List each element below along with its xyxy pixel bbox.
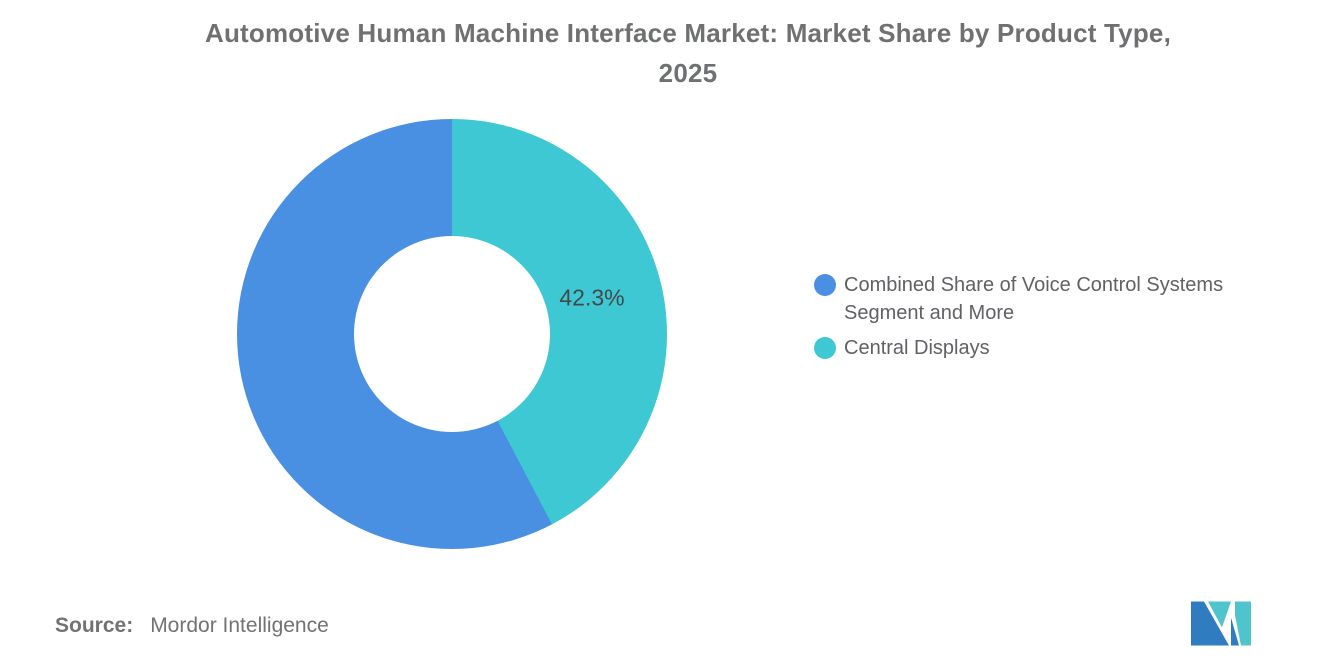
logo-shape-teal-bar bbox=[1235, 601, 1251, 646]
source-prefix: Source: bbox=[55, 614, 134, 637]
donut-chart-area: 42.3% bbox=[237, 119, 667, 549]
legend-item-voice-control: Combined Share of Voice Control Systems … bbox=[814, 271, 1276, 327]
legend-label-central-displays: Central Displays bbox=[844, 337, 990, 359]
logo-shape-teal-triangle bbox=[1208, 601, 1231, 628]
legend-label-voice-control: Combined Share of Voice Control Systems … bbox=[844, 274, 1224, 324]
legend-dot-blue-icon bbox=[814, 274, 836, 296]
source-attribution: Source: Mordor Intelligence bbox=[55, 614, 329, 638]
logo-shape-blue-triangle bbox=[1231, 617, 1239, 646]
chart-title-line2: 2025 bbox=[658, 58, 718, 88]
legend: Combined Share of Voice Control Systems … bbox=[814, 271, 1276, 362]
chart-title: Automotive Human Machine Interface Marke… bbox=[0, 13, 1320, 93]
chart-title-line1: Automotive Human Machine Interface Marke… bbox=[204, 18, 1172, 48]
central-displays-data-label: 42.3% bbox=[559, 284, 625, 311]
mordor-intelligence-logo bbox=[1191, 601, 1251, 646]
source-name: Mordor Intelligence bbox=[150, 614, 329, 637]
donut-hole bbox=[354, 236, 550, 432]
legend-dot-teal-icon bbox=[814, 337, 836, 359]
legend-item-central-displays: Central Displays bbox=[814, 334, 1276, 362]
logo-shape-blue-left bbox=[1191, 601, 1229, 646]
